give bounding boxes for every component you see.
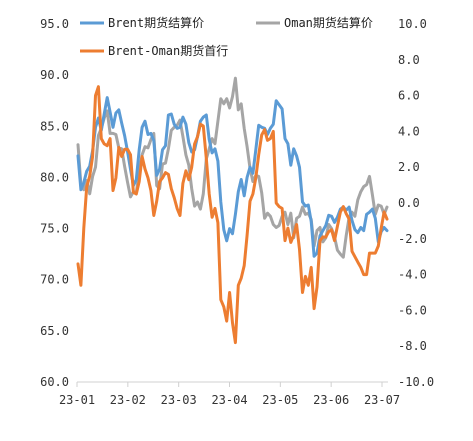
y-right-tick-label: 8.0 bbox=[398, 53, 420, 67]
y-right-tick-label: 10.0 bbox=[398, 17, 427, 31]
series-line-spread bbox=[76, 85, 389, 345]
x-tick-label: 23-07 bbox=[364, 393, 400, 407]
legend: Brent期货结算价 Oman期货结算价 Brent-Oman期货首行 bbox=[80, 15, 373, 58]
y-left-tick-label: 95.0 bbox=[40, 17, 69, 31]
y-right-tick-label: -2.0 bbox=[398, 232, 427, 246]
legend-label-spread: Brent-Oman期货首行 bbox=[108, 43, 228, 58]
legend-label-brent: Brent期货结算价 bbox=[108, 15, 204, 30]
y-left-tick-label: 70.0 bbox=[40, 273, 69, 287]
y-right-tick-label: 2.0 bbox=[398, 160, 420, 174]
y-left-tick-label: 80.0 bbox=[40, 170, 69, 184]
x-tick-label: 23-02 bbox=[110, 393, 146, 407]
y-right-tick-label: 6.0 bbox=[398, 89, 420, 103]
x-tick-label: 23-05 bbox=[262, 393, 298, 407]
x-tick-label: 23-04 bbox=[211, 393, 247, 407]
y-right-tick-label: 4.0 bbox=[398, 124, 420, 138]
legend-label-oman: Oman期货结算价 bbox=[284, 15, 373, 30]
x-tick-label: 23-01 bbox=[59, 393, 95, 407]
y-right-tick-label: -10.0 bbox=[398, 375, 434, 389]
y-left-tick-label: 60.0 bbox=[40, 375, 69, 389]
axes: 60.0 65.0 70.0 75.0 80.0 85.0 90.0 95.0 -10.0 -8.… bbox=[40, 17, 434, 407]
y-right-tick-label: 0.0 bbox=[398, 196, 420, 210]
y-left-tick-label: 90.0 bbox=[40, 68, 69, 82]
y-right-tick-label: -6.0 bbox=[398, 303, 427, 317]
series-line-brent bbox=[76, 96, 389, 258]
x-tick-label: 23-06 bbox=[313, 393, 349, 407]
y-right-tick-label: -4.0 bbox=[398, 268, 427, 282]
y-right-tick-label: -8.0 bbox=[398, 339, 427, 353]
y-left-tick-label: 75.0 bbox=[40, 222, 69, 236]
series-layer bbox=[76, 76, 389, 345]
x-tick-label: 23-03 bbox=[161, 393, 197, 407]
y-left-tick-label: 85.0 bbox=[40, 119, 69, 133]
y-left-tick-label: 65.0 bbox=[40, 324, 69, 338]
